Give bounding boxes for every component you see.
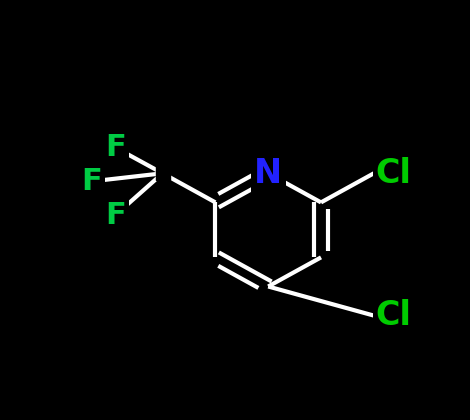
Text: F: F [105, 201, 125, 230]
Text: Cl: Cl [376, 299, 412, 332]
Text: N: N [254, 157, 282, 190]
Text: Cl: Cl [376, 157, 412, 190]
Text: F: F [81, 167, 102, 196]
Text: F: F [105, 133, 125, 162]
